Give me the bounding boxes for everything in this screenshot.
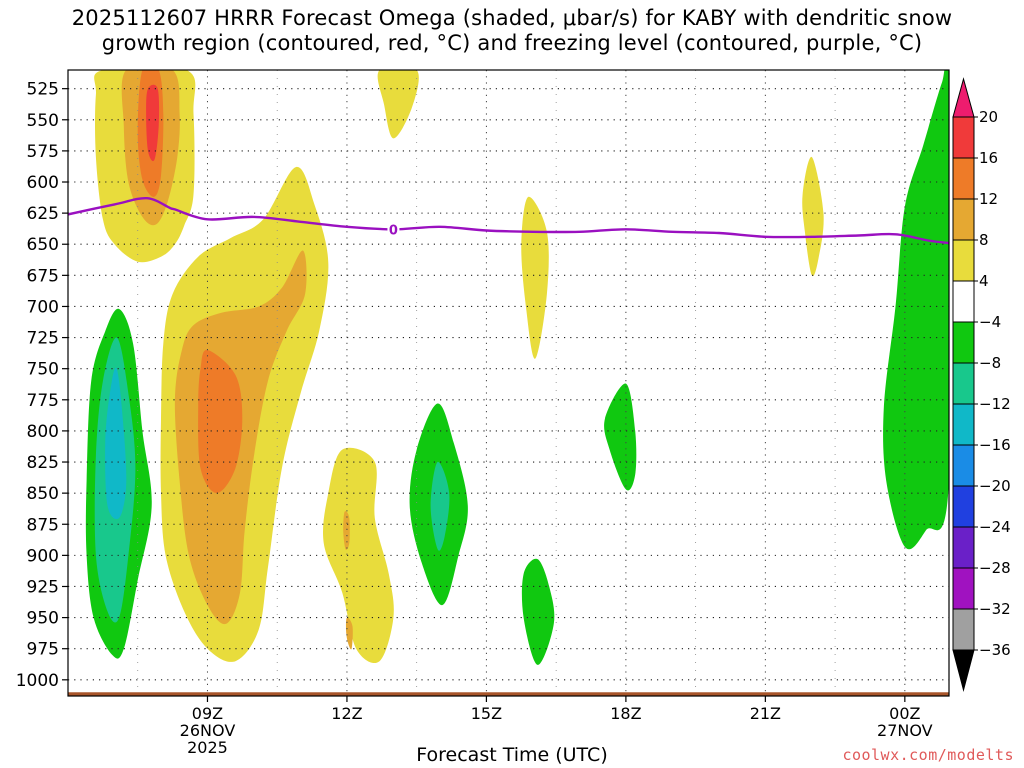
chart-title: 2025112607 HRRR Forecast Omega (shaded, … bbox=[71, 6, 953, 55]
colorbar-label: −12 bbox=[979, 395, 1011, 413]
y-tick-label: 625 bbox=[27, 204, 59, 224]
colorbar-label: 8 bbox=[979, 231, 989, 249]
freezing-level-label: 0 bbox=[389, 223, 398, 238]
colorbar-bottom-arrow bbox=[952, 649, 975, 692]
omega-region-12 bbox=[802, 156, 824, 277]
colorbar-label: −20 bbox=[979, 477, 1011, 495]
y-tick-label: 825 bbox=[27, 453, 59, 473]
colorbar-label: −8 bbox=[979, 354, 1001, 372]
credit-text: coolwx.com/modelts bbox=[842, 746, 1014, 764]
omega-region-9 bbox=[343, 511, 350, 550]
omega-region-10 bbox=[345, 617, 353, 650]
colorbar-label: 20 bbox=[979, 108, 998, 126]
freezing-level-line bbox=[68, 196, 949, 245]
omega-region-15 bbox=[105, 367, 127, 520]
y-tick-label: 575 bbox=[27, 142, 59, 162]
y-tick-label: 1000 bbox=[16, 671, 59, 691]
colorbar-box bbox=[952, 444, 975, 487]
y-tick-label: 600 bbox=[27, 173, 59, 193]
grid-lines bbox=[68, 70, 949, 696]
omega-region-17 bbox=[430, 461, 450, 551]
colorbar-box bbox=[952, 362, 975, 405]
colorbar-box bbox=[952, 116, 975, 159]
colorbar-box bbox=[952, 157, 975, 200]
x-tick-date: 27NOV bbox=[877, 721, 933, 740]
x-tick-label: 21Z bbox=[750, 704, 781, 723]
omega-region-7 bbox=[198, 349, 243, 494]
colorbar-box bbox=[952, 567, 975, 610]
omega-region-19 bbox=[521, 558, 555, 665]
ground-bar bbox=[68, 692, 949, 696]
colorbar-box bbox=[952, 526, 975, 569]
colorbar-label: −24 bbox=[979, 518, 1011, 536]
colorbar-box bbox=[952, 198, 975, 241]
y-tick-label: 950 bbox=[27, 609, 59, 629]
colorbar-box bbox=[952, 485, 975, 528]
omega-region-11 bbox=[521, 196, 549, 359]
omega-region-4 bbox=[377, 70, 419, 139]
omega-region-8 bbox=[322, 447, 394, 664]
colorbar-box bbox=[952, 608, 975, 651]
y-tick-label: 925 bbox=[27, 577, 59, 597]
colorbar-label: −16 bbox=[979, 436, 1011, 454]
omega-region-3 bbox=[146, 84, 160, 162]
y-tick-label: 850 bbox=[27, 484, 59, 504]
y-tick-label: 800 bbox=[27, 422, 59, 442]
x-tick-label: 18Z bbox=[610, 704, 641, 723]
colorbar-label: −36 bbox=[979, 641, 1011, 659]
y-tick-label: 750 bbox=[27, 360, 59, 380]
y-axis: 525 550 575 600 625 650 675 700 725 750 775 800 825 8… bbox=[16, 80, 68, 691]
y-tick-label: 675 bbox=[27, 266, 59, 286]
plot-frame bbox=[67, 69, 950, 697]
colorbar: 20 16 12 8 4 −4 −8 −12 −16 −20 −24 −28 −32 −36 bbox=[952, 77, 1011, 692]
x-tick-label: 15Z bbox=[471, 704, 502, 723]
x-tick-label: 09Z bbox=[192, 704, 223, 723]
x-tick-label: 00Z bbox=[889, 704, 920, 723]
x-tick-year: 2025 bbox=[187, 738, 228, 757]
colorbar-box bbox=[952, 321, 975, 364]
y-tick-label: 550 bbox=[27, 111, 59, 131]
colorbar-box bbox=[952, 403, 975, 446]
x-axis-title: Forecast Time (UTC) bbox=[416, 744, 608, 766]
freezing-level-contour: 0 bbox=[68, 196, 949, 245]
freezing-level-label-bg bbox=[387, 221, 400, 238]
colorbar-label: −28 bbox=[979, 559, 1011, 577]
colorbar-box bbox=[952, 280, 975, 323]
y-tick-label: 700 bbox=[27, 297, 59, 317]
omega-region-18 bbox=[604, 383, 637, 491]
y-tick-label: 775 bbox=[27, 391, 59, 411]
colorbar-label: 12 bbox=[979, 190, 998, 208]
omega-shaded-regions bbox=[85, 70, 949, 665]
colorbar-label: 4 bbox=[979, 272, 989, 290]
colorbar-top-arrow bbox=[952, 77, 975, 118]
y-tick-label: 875 bbox=[27, 515, 59, 535]
colorbar-label: 16 bbox=[979, 149, 998, 167]
y-tick-label: 900 bbox=[27, 546, 59, 566]
y-tick-label: 650 bbox=[27, 235, 59, 255]
ground-layer bbox=[68, 692, 949, 696]
omega-region-20 bbox=[883, 70, 949, 550]
colorbar-label: −4 bbox=[979, 313, 1001, 331]
x-tick-label: 12Z bbox=[331, 704, 362, 723]
colorbar-box bbox=[952, 239, 975, 282]
y-tick-label: 525 bbox=[27, 80, 59, 100]
colorbar-label: −32 bbox=[979, 600, 1011, 618]
x-tick-date: 26NOV bbox=[180, 721, 236, 740]
y-tick-label: 725 bbox=[27, 329, 59, 349]
y-tick-label: 975 bbox=[27, 640, 59, 660]
